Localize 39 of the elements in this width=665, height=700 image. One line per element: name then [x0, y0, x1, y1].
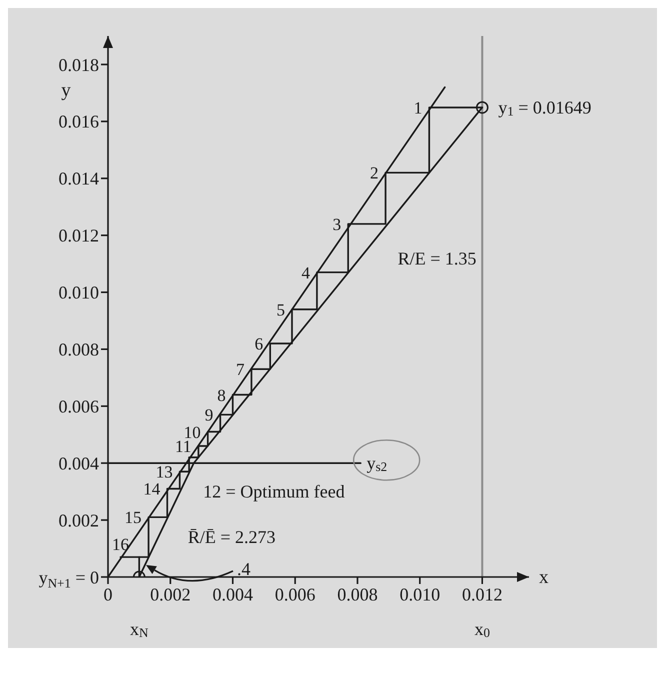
annotation: 5 — [276, 300, 285, 319]
annotation: 6 — [254, 334, 264, 354]
annotation: 3 — [332, 214, 342, 234]
y-tick-label: 0.012 — [58, 226, 99, 246]
annotation: x$_{0}$ — [474, 619, 490, 640]
annotation: 7 — [236, 360, 245, 379]
annotation: .4 — [237, 559, 250, 579]
annotation: 8 — [217, 385, 226, 404]
y-axis-title: y — [61, 80, 72, 100]
annotation: x$_{N}$ — [130, 619, 150, 640]
annotation: 4 — [301, 262, 310, 282]
x-tick-label: 0.002 — [150, 584, 191, 604]
annotation: y$_{1}$ = 0.01649 — [498, 97, 592, 119]
y-tick-label: 0.004 — [58, 453, 99, 474]
y-tick-label: 0.006 — [58, 396, 99, 416]
y-tick-label: y$_{N+1}$ = 0 — [38, 567, 99, 590]
annotation: 13 — [156, 462, 173, 482]
annotation: 9 — [204, 405, 214, 424]
annotation: 14 — [143, 479, 161, 498]
x-tick-label: 0 — [104, 584, 112, 604]
x-tick-label: 0.008 — [337, 584, 378, 604]
y-tick-label: 0.018 — [58, 54, 99, 75]
y-tick-label: 0.002 — [58, 510, 99, 530]
y-tick-label: 0.010 — [58, 282, 99, 303]
annotation: R/E = 1.35 — [398, 248, 476, 268]
x-tick-label: 0.006 — [274, 584, 316, 604]
annotation: 1 — [414, 98, 422, 117]
annotation: R̄/Ē = 2.273 — [188, 527, 276, 548]
annotation: 12 = Optimum feed — [203, 482, 345, 502]
x-tick-label: 0.004 — [212, 584, 253, 604]
y-tick-label: 0.008 — [58, 340, 99, 360]
x-tick-label: 0.012 — [462, 584, 502, 604]
y-tick-label: 0.016 — [58, 112, 99, 132]
annotation: 15 — [124, 508, 142, 527]
x-axis-title: x — [539, 566, 549, 588]
annotation: y$_{s2}$ — [366, 453, 388, 474]
annotation: 2 — [370, 163, 379, 182]
x-tick-label: 0.010 — [400, 584, 440, 604]
y-tick-label: 0.014 — [58, 168, 99, 189]
